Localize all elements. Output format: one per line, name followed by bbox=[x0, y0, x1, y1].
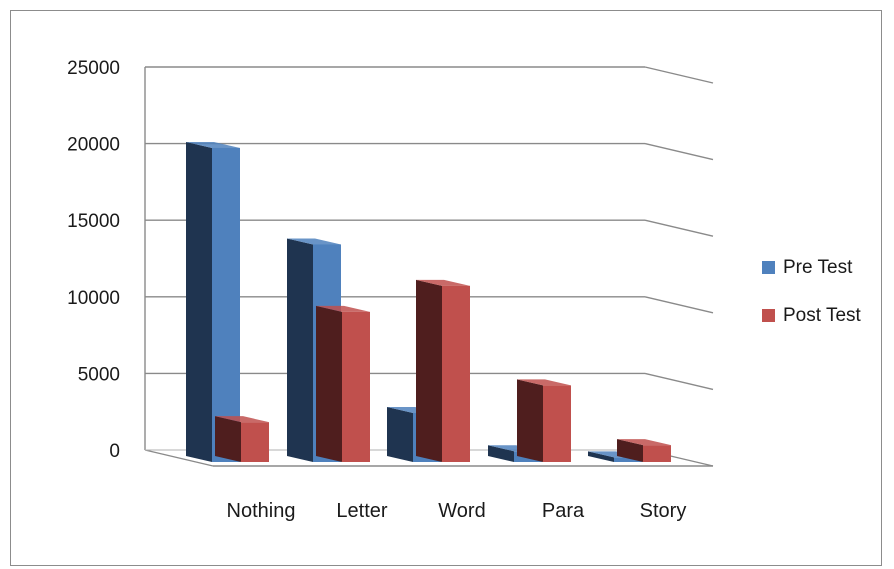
bar-side bbox=[186, 141, 212, 462]
bar bbox=[614, 457, 642, 462]
legend-label: Pre Test bbox=[783, 257, 853, 278]
bar bbox=[643, 445, 671, 462]
bar-top bbox=[416, 279, 470, 286]
bar bbox=[212, 147, 240, 462]
bar bbox=[543, 385, 571, 462]
bar-side bbox=[416, 279, 442, 462]
bar-side bbox=[517, 379, 543, 462]
x-tick-label: Word bbox=[438, 500, 485, 522]
y-tick-label: 25000 bbox=[67, 58, 120, 79]
legend: Pre Test Post Test bbox=[762, 257, 862, 326]
x-tick-label: Letter bbox=[336, 500, 387, 522]
gridline-side bbox=[644, 219, 714, 237]
floor-left-edge bbox=[144, 449, 214, 467]
y-tick-label: 10000 bbox=[67, 288, 120, 309]
bar-top bbox=[215, 416, 269, 423]
gridline-side bbox=[644, 372, 714, 391]
y-tick-label: 15000 bbox=[67, 211, 120, 232]
bar-top bbox=[316, 305, 370, 312]
x-tick-label: Nothing bbox=[227, 500, 296, 522]
x-tick-label: Para bbox=[542, 500, 585, 522]
x-axis-ticks: Nothing Letter Word Para Story bbox=[227, 500, 687, 522]
gridline-side bbox=[644, 296, 714, 314]
gridline-side bbox=[644, 142, 714, 161]
bar-side bbox=[488, 445, 514, 462]
bar bbox=[342, 311, 370, 462]
bars bbox=[186, 141, 671, 462]
bar-top bbox=[617, 439, 671, 446]
y-tick-label: 0 bbox=[109, 441, 120, 462]
bar-top bbox=[517, 379, 571, 386]
y-tick-label: 5000 bbox=[78, 364, 120, 385]
bar bbox=[241, 422, 269, 462]
legend-swatch bbox=[762, 309, 775, 322]
bar-side bbox=[287, 238, 313, 462]
legend-swatch bbox=[762, 261, 775, 274]
bar-side bbox=[617, 439, 643, 462]
bar-side bbox=[215, 416, 241, 462]
x-tick-label: Story bbox=[640, 500, 687, 522]
bar-side bbox=[588, 451, 614, 462]
y-axis-ticks: 0 5000 10000 15000 20000 25000 bbox=[67, 58, 120, 462]
bar-side bbox=[316, 305, 342, 462]
bar-top bbox=[287, 238, 341, 245]
gridline-side bbox=[644, 66, 714, 84]
legend-label: Post Test bbox=[783, 305, 862, 326]
bar-top bbox=[186, 141, 240, 148]
bar bbox=[442, 285, 470, 462]
y-tick-label: 20000 bbox=[67, 135, 120, 156]
bar-side bbox=[387, 406, 413, 462]
